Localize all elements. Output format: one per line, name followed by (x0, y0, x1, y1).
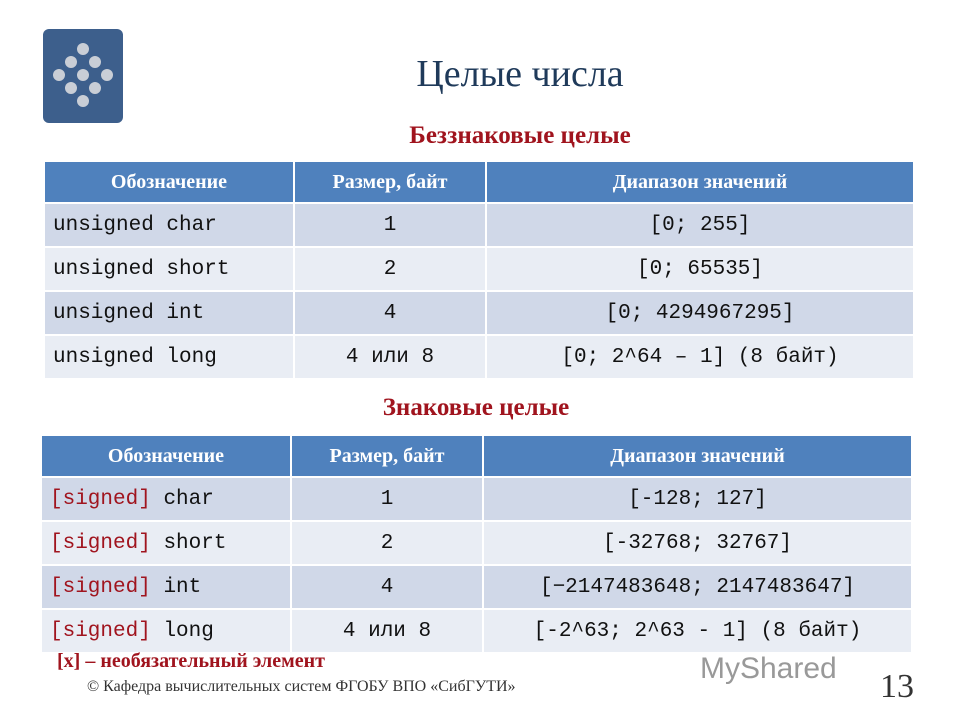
col-header: Обозначение (42, 436, 290, 476)
col-header: Размер, байт (292, 436, 482, 476)
signed-table: Обозначение Размер, байт Диапазон значен… (40, 434, 913, 654)
optional-prefix: [signed] (50, 619, 151, 643)
type-cell: [signed] int (42, 566, 290, 608)
type-cell: [signed] char (42, 478, 290, 520)
range-cell: [0; 65535] (487, 248, 913, 290)
type-name: short (163, 531, 227, 555)
type-name: long (163, 619, 214, 643)
optional-note: [x] – необязательный элемент (57, 650, 325, 672)
unsigned-table: Обозначение Размер, байт Диапазон значен… (43, 160, 915, 380)
page-number: 13 (880, 668, 914, 705)
size-cell: 4 (292, 566, 482, 608)
molecule-icon (53, 43, 113, 107)
optional-prefix: [signed] (50, 487, 151, 511)
range-cell: [-2^63; 2^63 - 1] (8 байт) (484, 610, 911, 652)
col-header: Диапазон значений (484, 436, 911, 476)
type-cell: [signed] short (42, 522, 290, 564)
unsigned-heading: Беззнаковые целые (409, 122, 631, 149)
table-row: [signed] char 1 [-128; 127] (42, 478, 911, 520)
type-cell: unsigned char (45, 204, 293, 246)
page-title: Целые числа (416, 53, 624, 95)
type-cell: [signed] long (42, 610, 290, 652)
table-row: [signed] int 4 [−2147483648; 2147483647] (42, 566, 911, 608)
table-row: unsigned int 4 [0; 4294967295] (45, 292, 913, 334)
table-row: unsigned long 4 или 8 [0; 2^64 – 1] (8 бай… (45, 336, 913, 378)
range-cell: [-32768; 32767] (484, 522, 911, 564)
type-cell: unsigned short (45, 248, 293, 290)
optional-prefix: [signed] (50, 575, 151, 599)
logo (43, 29, 123, 123)
range-cell: [0; 255] (487, 204, 913, 246)
size-cell: 4 или 8 (292, 610, 482, 652)
optional-prefix: [signed] (50, 531, 151, 555)
table-row: [signed] short 2 [-32768; 32767] (42, 522, 911, 564)
size-cell: 4 или 8 (295, 336, 485, 378)
type-name: int (163, 575, 202, 599)
type-cell: unsigned long (45, 336, 293, 378)
table-row: [signed] long 4 или 8 [-2^63; 2^63 - 1] (8… (42, 610, 911, 652)
size-cell: 2 (292, 522, 482, 564)
type-cell: unsigned int (45, 292, 293, 334)
size-cell: 2 (295, 248, 485, 290)
col-header: Обозначение (45, 162, 293, 202)
range-cell: [−2147483648; 2147483647] (484, 566, 911, 608)
range-cell: [0; 4294967295] (487, 292, 913, 334)
range-cell: [-128; 127] (484, 478, 911, 520)
signed-heading: Знаковые целые (382, 394, 570, 421)
col-header: Диапазон значений (487, 162, 913, 202)
type-name: char (163, 487, 214, 511)
copyright: © Кафедра вычислительных систем ФГОБУ ВП… (87, 678, 516, 695)
size-cell: 4 (295, 292, 485, 334)
col-header: Размер, байт (295, 162, 485, 202)
table-row: unsigned short 2 [0; 65535] (45, 248, 913, 290)
size-cell: 1 (295, 204, 485, 246)
size-cell: 1 (292, 478, 482, 520)
watermark: MyShared (700, 652, 837, 685)
table-row: unsigned char 1 [0; 255] (45, 204, 913, 246)
range-cell: [0; 2^64 – 1] (8 байт) (487, 336, 913, 378)
